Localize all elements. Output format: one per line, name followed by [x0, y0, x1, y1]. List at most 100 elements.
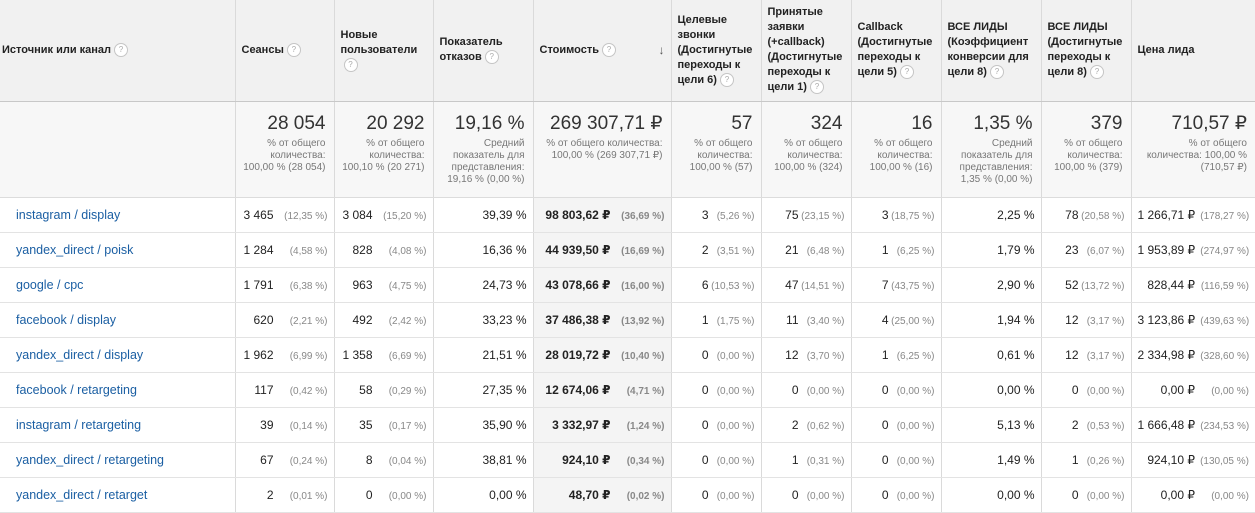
source-link[interactable]: yandex_direct / retargeting: [16, 452, 165, 467]
col-header-accepted-requests[interactable]: Принятые заявки (+callback) (Достигнутые…: [761, 0, 852, 102]
col-header-sessions[interactable]: Сеансы?: [235, 0, 335, 102]
bounce-cell: 39,39 %: [433, 197, 534, 233]
cpl-cell: 828,44 ₽ (116,59 %): [1131, 267, 1255, 303]
cpl-value: 3 123,86 ₽: [1137, 312, 1196, 327]
sort-desc-icon[interactable]: ↓: [658, 42, 665, 57]
bounce-value: 35,90 %: [482, 417, 527, 432]
new_users-percent: (6,69 %): [388, 350, 427, 362]
source-link[interactable]: yandex_direct / display: [16, 347, 144, 362]
help-icon[interactable]: ?: [114, 42, 129, 57]
help-icon[interactable]: ?: [343, 57, 358, 72]
source-link[interactable]: yandex_direct / retarget: [16, 487, 148, 502]
col-header-leads-conversion[interactable]: ВСЕ ЛИДЫ (Коэффициент конверсии для цели…: [941, 0, 1042, 102]
col-header-cost-per-lead[interactable]: Цена лида: [1131, 0, 1255, 102]
col-header-bounce-rate[interactable]: Показатель отказов?: [433, 0, 534, 102]
bounce-value: 0,00 %: [489, 487, 527, 502]
col-header-cost[interactable]: ↓ Стоимость?: [533, 0, 672, 102]
conv-cell: 1,49 %: [941, 442, 1042, 478]
new_users-percent: (0,00 %): [388, 490, 427, 502]
help-icon[interactable]: ?: [1089, 65, 1104, 80]
callback-value: 1: [881, 347, 889, 362]
cost-cell: 37 486,38 ₽ (13,92 %): [533, 302, 672, 338]
requests-cell: 2 (0,62 %): [761, 407, 852, 443]
help-icon[interactable]: ?: [989, 65, 1004, 80]
source-link[interactable]: instagram / display: [16, 207, 121, 222]
requests-value: 75: [785, 207, 799, 222]
conv-cell: 1,94 %: [941, 302, 1042, 338]
requests-percent: (0,00 %): [806, 385, 845, 397]
conv-value: 1,79 %: [997, 242, 1035, 257]
sessions-percent: (0,14 %): [289, 420, 328, 432]
new_users-percent: (0,04 %): [388, 455, 427, 467]
leads-value: 78: [1065, 207, 1079, 222]
conv-value: 0,61 %: [997, 347, 1035, 362]
col-header-source[interactable]: Источник или канал?: [0, 0, 236, 102]
source-link[interactable]: facebook / display: [16, 312, 117, 327]
cpl-value: 1 666,48 ₽: [1137, 417, 1196, 432]
sessions-value: 3 465: [243, 207, 274, 222]
leads-percent: (0,53 %): [1086, 420, 1125, 432]
callback-value: 4: [881, 312, 889, 327]
totals-row: 28 054% от общего количества: 100,00 % (…: [0, 101, 1255, 198]
callback-cell: 0 (0,00 %): [851, 477, 942, 513]
source-cell: yandex_direct / retargeting: [0, 442, 236, 478]
sessions-cell: 117 (0,42 %): [235, 372, 335, 408]
bounce-cell: 0,00 %: [433, 477, 534, 513]
source-link[interactable]: facebook / retargeting: [16, 382, 137, 397]
source-link[interactable]: instagram / retargeting: [16, 417, 142, 432]
help-icon[interactable]: ?: [809, 80, 824, 95]
cpl-value: 0,00 ₽: [1160, 382, 1195, 397]
requests-value: 0: [791, 487, 799, 502]
requests-percent: (3,70 %): [806, 350, 845, 362]
conv-cell: 0,00 %: [941, 372, 1042, 408]
cpl-value: 924,10 ₽: [1147, 452, 1195, 467]
sessions-percent: (6,38 %): [289, 280, 328, 292]
sessions-percent: (2,21 %): [289, 315, 328, 327]
cpl-cell: 0,00 ₽ (0,00 %): [1131, 477, 1255, 513]
cost-percent: (0,34 %): [626, 455, 665, 467]
callback-value: 0: [881, 452, 889, 467]
callback-cell: 4 (25,00 %): [851, 302, 942, 338]
callback-value: 0: [881, 382, 889, 397]
help-icon[interactable]: ?: [899, 65, 914, 80]
col-header-leads-completions[interactable]: ВСЕ ЛИДЫ (Достигнутые переходы к цели 8)…: [1041, 0, 1132, 102]
conv-value: 1,49 %: [997, 452, 1035, 467]
cost-cell: 28 019,72 ₽ (10,40 %): [533, 337, 672, 373]
help-icon[interactable]: ?: [719, 72, 734, 87]
conv-cell: 0,00 %: [941, 477, 1042, 513]
col-header-callback[interactable]: Callback (Достигнутые переходы к цели 5)…: [851, 0, 942, 102]
source-link[interactable]: yandex_direct / poisk: [16, 242, 134, 257]
calls-cell: 6 (10,53 %): [671, 267, 762, 303]
requests-percent: (0,00 %): [806, 490, 845, 502]
new_users-cell: 1 358 (6,69 %): [334, 337, 434, 373]
help-icon[interactable]: ?: [484, 50, 499, 65]
cpl-value: 828,44 ₽: [1147, 277, 1195, 292]
cpl-value: 1 266,71 ₽: [1137, 207, 1196, 222]
bounce-cell: 38,81 %: [433, 442, 534, 478]
cost-percent: (1,24 %): [626, 420, 665, 432]
col-header-target-calls[interactable]: Целевые звонки (Достигнутые переходы к ц…: [671, 0, 762, 102]
help-icon[interactable]: ?: [602, 42, 617, 57]
col-header-new-users[interactable]: Новые пользователи?: [334, 0, 434, 102]
help-icon[interactable]: ?: [286, 42, 301, 57]
calls-percent: (10,53 %): [711, 280, 755, 292]
conv-cell: 2,25 %: [941, 197, 1042, 233]
leads-value: 1: [1071, 452, 1079, 467]
conv-value: 2,25 %: [997, 207, 1035, 222]
cost-percent: (36,69 %): [621, 210, 665, 222]
new_users-cell: 0 (0,00 %): [334, 477, 434, 513]
leads-percent: (0,00 %): [1086, 490, 1125, 502]
header-row: Источник или канал? Сеансы? Новые пользо…: [0, 0, 1255, 102]
new_users-value: 1 358: [342, 347, 373, 362]
sessions-value: 67: [260, 452, 274, 467]
sessions-cell: 620 (2,21 %): [235, 302, 335, 338]
cost-value: 12 674,06 ₽: [545, 382, 611, 397]
sessions-percent: (4,58 %): [289, 245, 328, 257]
table-row: facebook / display 620 (2,21 %) 492 (2,42 %)…: [0, 302, 1255, 338]
sessions-cell: 1 962 (6,99 %): [235, 337, 335, 373]
requests-value: 0: [791, 382, 799, 397]
source-link[interactable]: google / cpc: [16, 277, 84, 292]
calls-value: 0: [701, 382, 709, 397]
requests-value: 2: [791, 417, 799, 432]
bounce-cell: 21,51 %: [433, 337, 534, 373]
